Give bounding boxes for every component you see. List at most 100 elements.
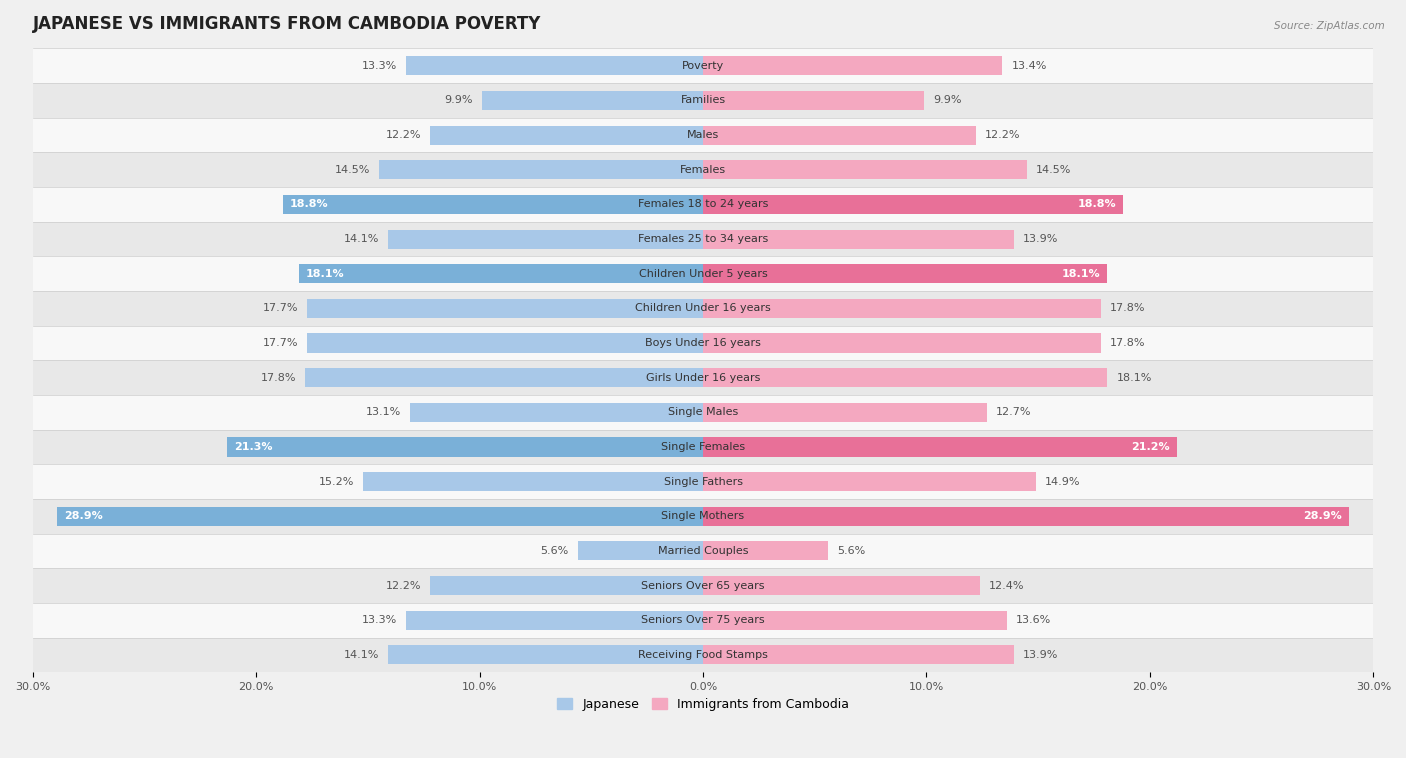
Bar bbox=[703, 402, 987, 422]
Text: 18.8%: 18.8% bbox=[1078, 199, 1116, 209]
Text: Families: Families bbox=[681, 96, 725, 105]
Bar bbox=[578, 541, 703, 560]
Bar bbox=[32, 499, 1374, 534]
Text: Source: ZipAtlas.com: Source: ZipAtlas.com bbox=[1274, 21, 1385, 31]
Text: 9.9%: 9.9% bbox=[934, 96, 962, 105]
Text: 28.9%: 28.9% bbox=[1303, 512, 1343, 522]
Bar bbox=[703, 56, 1002, 75]
Bar bbox=[703, 126, 976, 145]
Bar bbox=[298, 265, 703, 283]
Text: 12.7%: 12.7% bbox=[995, 407, 1031, 418]
Bar bbox=[32, 49, 1374, 83]
Text: 14.9%: 14.9% bbox=[1045, 477, 1080, 487]
Text: Single Fathers: Single Fathers bbox=[664, 477, 742, 487]
Bar bbox=[32, 430, 1374, 465]
Bar bbox=[703, 334, 1101, 352]
Text: 13.3%: 13.3% bbox=[361, 615, 396, 625]
Text: 14.1%: 14.1% bbox=[343, 234, 380, 244]
Bar bbox=[32, 291, 1374, 326]
Bar bbox=[32, 637, 1374, 672]
Text: Females 18 to 24 years: Females 18 to 24 years bbox=[638, 199, 768, 209]
Bar bbox=[32, 534, 1374, 568]
Text: Seniors Over 65 years: Seniors Over 65 years bbox=[641, 581, 765, 590]
Text: Children Under 5 years: Children Under 5 years bbox=[638, 268, 768, 279]
Text: 21.2%: 21.2% bbox=[1132, 442, 1170, 452]
Text: 5.6%: 5.6% bbox=[541, 546, 569, 556]
Bar bbox=[32, 395, 1374, 430]
Text: Single Males: Single Males bbox=[668, 407, 738, 418]
Text: 13.6%: 13.6% bbox=[1017, 615, 1052, 625]
Text: 17.8%: 17.8% bbox=[1109, 338, 1146, 348]
Bar bbox=[32, 603, 1374, 637]
Text: Girls Under 16 years: Girls Under 16 years bbox=[645, 373, 761, 383]
Text: Single Mothers: Single Mothers bbox=[661, 512, 745, 522]
Text: Poverty: Poverty bbox=[682, 61, 724, 70]
Text: 14.5%: 14.5% bbox=[335, 164, 370, 175]
Text: Seniors Over 75 years: Seniors Over 75 years bbox=[641, 615, 765, 625]
Bar bbox=[703, 299, 1101, 318]
Text: 13.9%: 13.9% bbox=[1022, 650, 1057, 660]
Text: 17.7%: 17.7% bbox=[263, 338, 298, 348]
Bar bbox=[703, 265, 1108, 283]
Bar bbox=[380, 160, 703, 180]
Bar bbox=[283, 195, 703, 214]
Text: 5.6%: 5.6% bbox=[837, 546, 865, 556]
Bar bbox=[703, 472, 1036, 491]
Text: Single Females: Single Females bbox=[661, 442, 745, 452]
Text: 13.3%: 13.3% bbox=[361, 61, 396, 70]
Text: 18.8%: 18.8% bbox=[290, 199, 328, 209]
Bar bbox=[32, 187, 1374, 222]
Bar bbox=[482, 91, 703, 110]
Text: 12.2%: 12.2% bbox=[385, 581, 422, 590]
Bar bbox=[308, 299, 703, 318]
Bar bbox=[430, 126, 703, 145]
Text: 17.8%: 17.8% bbox=[260, 373, 297, 383]
Text: Males: Males bbox=[688, 130, 718, 140]
Text: Married Couples: Married Couples bbox=[658, 546, 748, 556]
Bar bbox=[703, 195, 1123, 214]
Bar bbox=[703, 576, 980, 595]
Bar bbox=[226, 437, 703, 456]
Text: 13.9%: 13.9% bbox=[1022, 234, 1057, 244]
Text: 18.1%: 18.1% bbox=[1062, 268, 1101, 279]
Text: 17.7%: 17.7% bbox=[263, 303, 298, 313]
Legend: Japanese, Immigrants from Cambodia: Japanese, Immigrants from Cambodia bbox=[553, 693, 853, 716]
Bar bbox=[58, 507, 703, 526]
Bar bbox=[32, 465, 1374, 499]
Bar bbox=[308, 334, 703, 352]
Text: 17.8%: 17.8% bbox=[1109, 303, 1146, 313]
Bar bbox=[430, 576, 703, 595]
Text: 28.9%: 28.9% bbox=[63, 512, 103, 522]
Text: 14.1%: 14.1% bbox=[343, 650, 380, 660]
Text: 12.2%: 12.2% bbox=[385, 130, 422, 140]
Bar bbox=[406, 611, 703, 630]
Text: 14.5%: 14.5% bbox=[1036, 164, 1071, 175]
Bar bbox=[703, 645, 1014, 665]
Bar bbox=[32, 326, 1374, 360]
Text: 18.1%: 18.1% bbox=[305, 268, 344, 279]
Text: 9.9%: 9.9% bbox=[444, 96, 472, 105]
Bar bbox=[703, 230, 1014, 249]
Bar bbox=[388, 645, 703, 665]
Text: Children Under 16 years: Children Under 16 years bbox=[636, 303, 770, 313]
Bar bbox=[32, 568, 1374, 603]
Text: 21.3%: 21.3% bbox=[233, 442, 273, 452]
Bar bbox=[32, 360, 1374, 395]
Text: 15.2%: 15.2% bbox=[319, 477, 354, 487]
Bar bbox=[406, 56, 703, 75]
Bar bbox=[703, 91, 924, 110]
Bar bbox=[411, 402, 703, 422]
Text: Females: Females bbox=[681, 164, 725, 175]
Text: Boys Under 16 years: Boys Under 16 years bbox=[645, 338, 761, 348]
Text: 13.4%: 13.4% bbox=[1011, 61, 1046, 70]
Bar bbox=[388, 230, 703, 249]
Bar bbox=[703, 437, 1177, 456]
Bar bbox=[305, 368, 703, 387]
Bar bbox=[703, 541, 828, 560]
Bar bbox=[703, 368, 1108, 387]
Bar bbox=[32, 83, 1374, 117]
Text: Receiving Food Stamps: Receiving Food Stamps bbox=[638, 650, 768, 660]
Text: Females 25 to 34 years: Females 25 to 34 years bbox=[638, 234, 768, 244]
Text: 18.1%: 18.1% bbox=[1116, 373, 1152, 383]
Text: 12.2%: 12.2% bbox=[984, 130, 1021, 140]
